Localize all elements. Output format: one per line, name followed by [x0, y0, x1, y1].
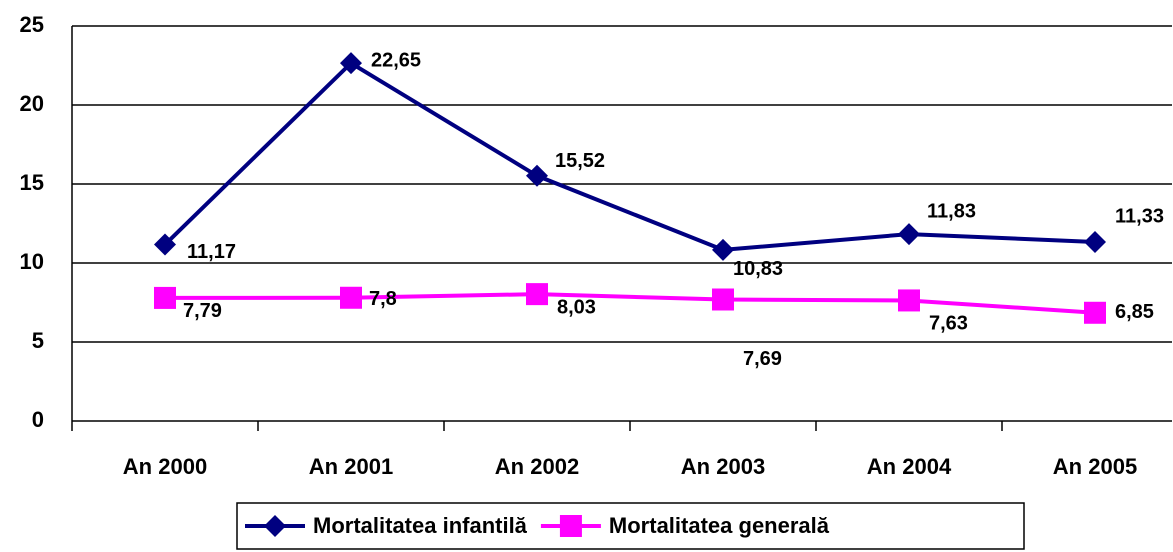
point	[526, 283, 548, 306]
legend-label: Mortalitatea generală	[609, 513, 830, 538]
y-tick-label: 5	[32, 328, 44, 353]
x-tick-label: An 2002	[495, 454, 579, 479]
data-label: 7,8	[369, 288, 397, 310]
x-tick-label: An 2005	[1053, 454, 1137, 479]
point	[712, 238, 734, 261]
data-label: 7,63	[929, 313, 968, 335]
point	[154, 286, 176, 309]
x-tick-label: An 2001	[309, 454, 393, 479]
legend-box	[236, 502, 1025, 550]
data-label: 7,79	[183, 300, 222, 322]
y-tick-label: 25	[20, 12, 44, 37]
data-label: 15,52	[555, 150, 605, 172]
point	[712, 288, 734, 311]
point	[1084, 301, 1106, 324]
point	[559, 515, 582, 537]
data-label: 6,85	[1115, 301, 1154, 323]
point	[898, 289, 920, 312]
data-label: 7,69	[743, 348, 782, 370]
legend-label: Mortalitatea infantilă	[313, 513, 528, 538]
point	[898, 223, 920, 246]
data-label: 11,17	[187, 241, 236, 263]
point	[340, 52, 362, 75]
data-label: 11,83	[927, 200, 976, 222]
x-tick-label: An 2003	[681, 454, 765, 479]
y-tick-label: 15	[20, 170, 44, 195]
series-line	[164, 292, 1096, 315]
data-label: 11,33	[1115, 205, 1164, 227]
point	[264, 515, 286, 537]
point	[154, 233, 176, 256]
y-tick-label: 0	[32, 407, 44, 432]
y-tick-label: 20	[20, 91, 44, 116]
data-label: 8,03	[557, 296, 596, 318]
series-line	[163, 60, 1096, 252]
data-label: 10,83	[733, 258, 783, 280]
point	[526, 164, 548, 187]
x-tick-label: An 2000	[123, 454, 207, 479]
point	[1084, 230, 1106, 253]
x-tick-label: An 2004	[867, 454, 952, 479]
data-label: 22,65	[371, 49, 421, 71]
point	[340, 286, 362, 309]
y-tick-label: 10	[20, 249, 44, 274]
